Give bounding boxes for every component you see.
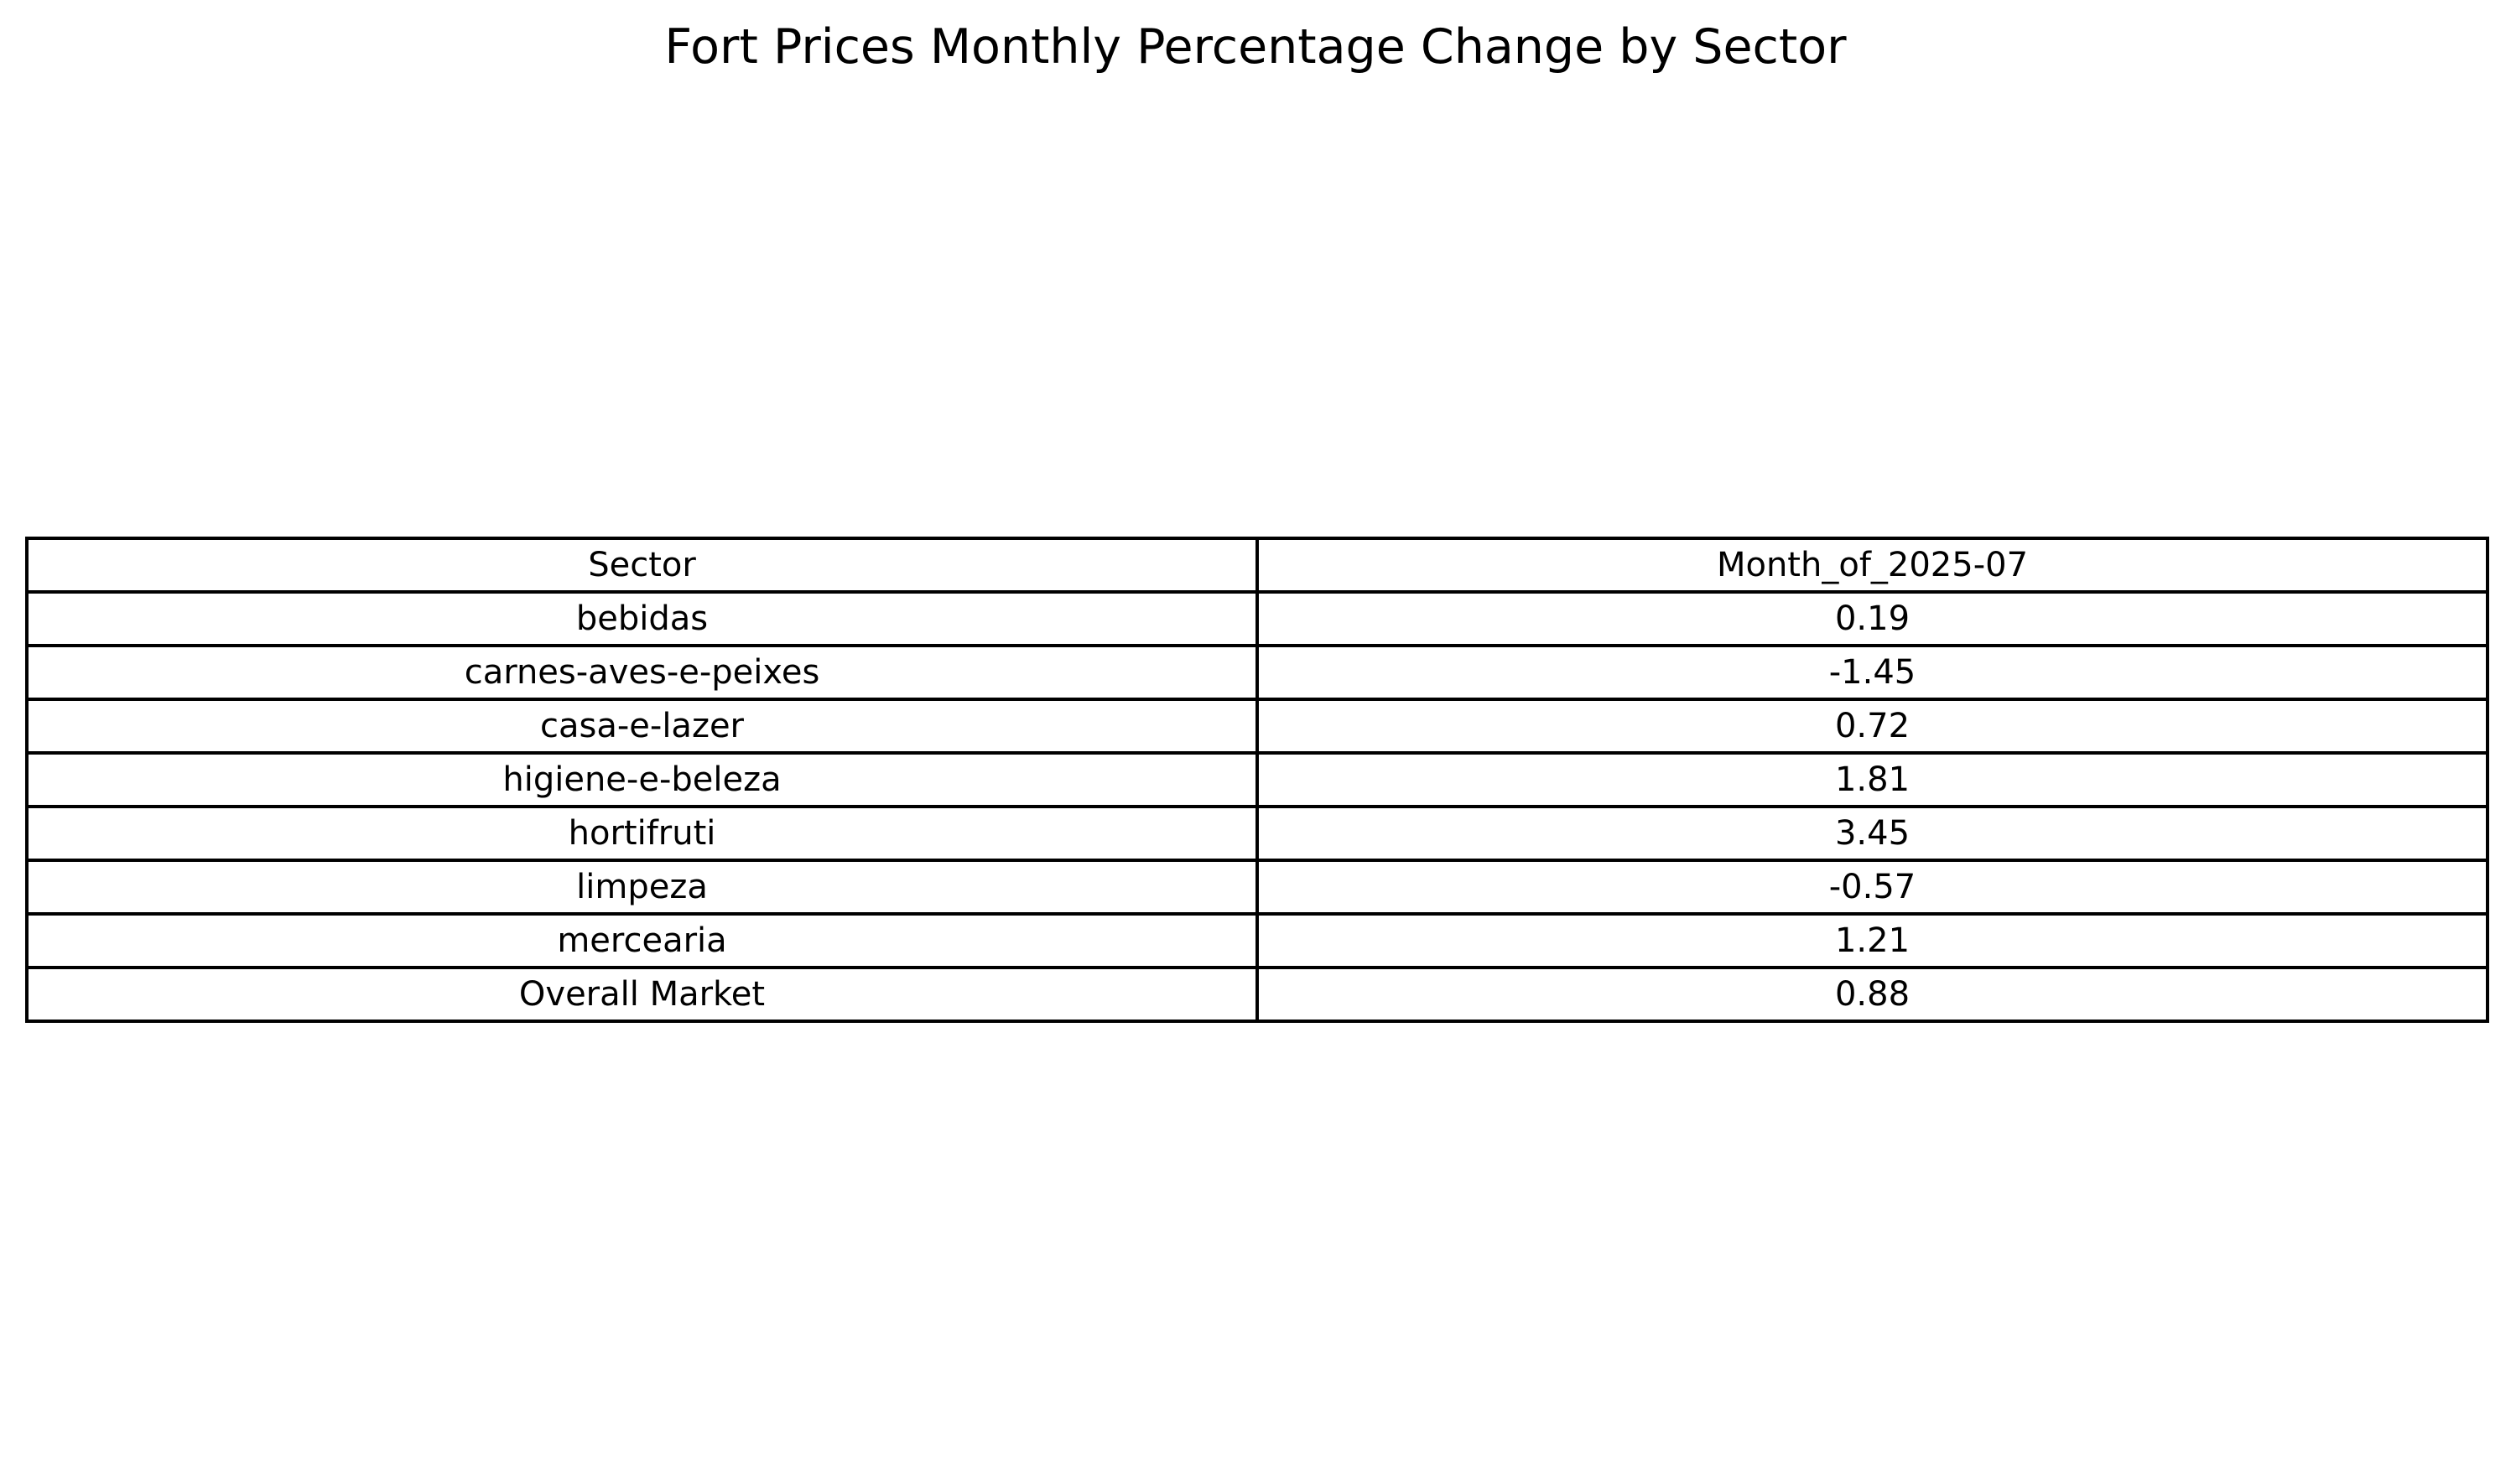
table-row: limpeza -0.57 — [25, 859, 2489, 916]
chart-title: Fort Prices Monthly Percentage Change by… — [664, 19, 1847, 75]
value-cell: 1.81 — [1256, 751, 2489, 808]
data-table: Sector Month_of_2025-07 bebidas 0.19 car… — [25, 537, 2489, 1023]
value-cell: 3.45 — [1256, 805, 2489, 862]
value-cell: -0.57 — [1256, 859, 2489, 916]
column-header-sector: Sector — [25, 537, 1259, 594]
sector-cell: mercearia — [25, 912, 1259, 969]
table-row: Overall Market 0.88 — [25, 966, 2489, 1023]
table-row: casa-e-lazer 0.72 — [25, 698, 2489, 755]
sector-cell: casa-e-lazer — [25, 698, 1259, 755]
value-cell: -1.45 — [1256, 644, 2489, 701]
sector-cell: hortifruti — [25, 805, 1259, 862]
value-cell: 0.72 — [1256, 698, 2489, 755]
value-cell: 0.88 — [1256, 966, 2489, 1023]
sector-cell: limpeza — [25, 859, 1259, 916]
table-row: higiene-e-beleza 1.81 — [25, 751, 2489, 808]
value-cell: 0.19 — [1256, 590, 2489, 647]
sector-cell: bebidas — [25, 590, 1259, 647]
sector-cell: Overall Market — [25, 966, 1259, 1023]
table-row: hortifruti 3.45 — [25, 805, 2489, 862]
table-row: bebidas 0.19 — [25, 590, 2489, 647]
value-cell: 1.21 — [1256, 912, 2489, 969]
sector-cell: carnes-aves-e-peixes — [25, 644, 1259, 701]
column-header-month: Month_of_2025-07 — [1256, 537, 2489, 594]
table-row: mercearia 1.21 — [25, 912, 2489, 969]
sector-cell: higiene-e-beleza — [25, 751, 1259, 808]
table-row: carnes-aves-e-peixes -1.45 — [25, 644, 2489, 701]
table-header-row: Sector Month_of_2025-07 — [25, 537, 2489, 594]
